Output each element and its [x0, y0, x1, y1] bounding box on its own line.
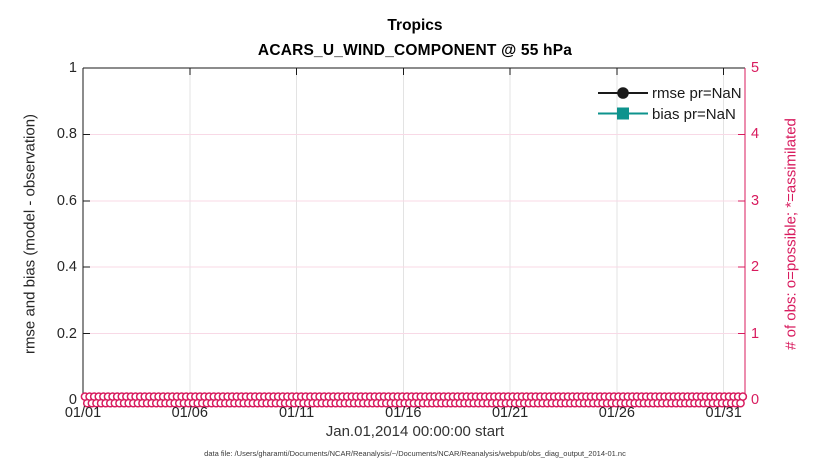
legend-label-rmse: rmse pr=NaN — [652, 85, 742, 102]
rmse-legend-marker-circle-icon — [617, 87, 629, 99]
x-tick-label: 01/31 — [705, 405, 742, 421]
right-tick-label: 2 — [751, 259, 760, 276]
x-tick-label: 01/26 — [598, 405, 635, 421]
chart-subtitle: ACARS_U_WIND_COMPONENT @ 55 hPa — [257, 42, 573, 59]
right-tick-label: 4 — [751, 126, 760, 143]
x-tick-label: 01/01 — [64, 405, 102, 421]
left-tick-label: 1 — [68, 60, 77, 76]
x-tick-label: 01/11 — [278, 405, 315, 421]
x-tick-label: 01/16 — [385, 405, 422, 421]
left-tick-label: 0.6 — [56, 192, 77, 209]
x-axis-label: Jan.01,2014 00:00:00 start — [325, 423, 505, 440]
data-file-caption: data file: /Users/gharamti/Documents/NCA… — [204, 449, 626, 458]
chart-title: Tropics — [387, 17, 443, 34]
bias-legend-marker-square-icon — [617, 107, 629, 120]
right-tick-label: 5 — [751, 60, 760, 76]
left-tick-label: 0.8 — [56, 126, 77, 143]
x-tick-label: 01/06 — [171, 405, 208, 421]
left-tick-label: 0.4 — [56, 259, 77, 276]
legend-label-bias: bias pr=NaN — [652, 106, 736, 123]
obs-count-marker-band — [80, 392, 748, 408]
right-tick-label: 3 — [751, 192, 760, 209]
left-tick-label: 0.2 — [56, 325, 77, 342]
left-tick-label: 0 — [68, 392, 77, 408]
x-tick-label: 01/21 — [491, 405, 529, 421]
right-tick-label: 0 — [751, 392, 760, 408]
right-tick-label: 1 — [751, 325, 760, 342]
obs-count-marker — [736, 398, 745, 408]
